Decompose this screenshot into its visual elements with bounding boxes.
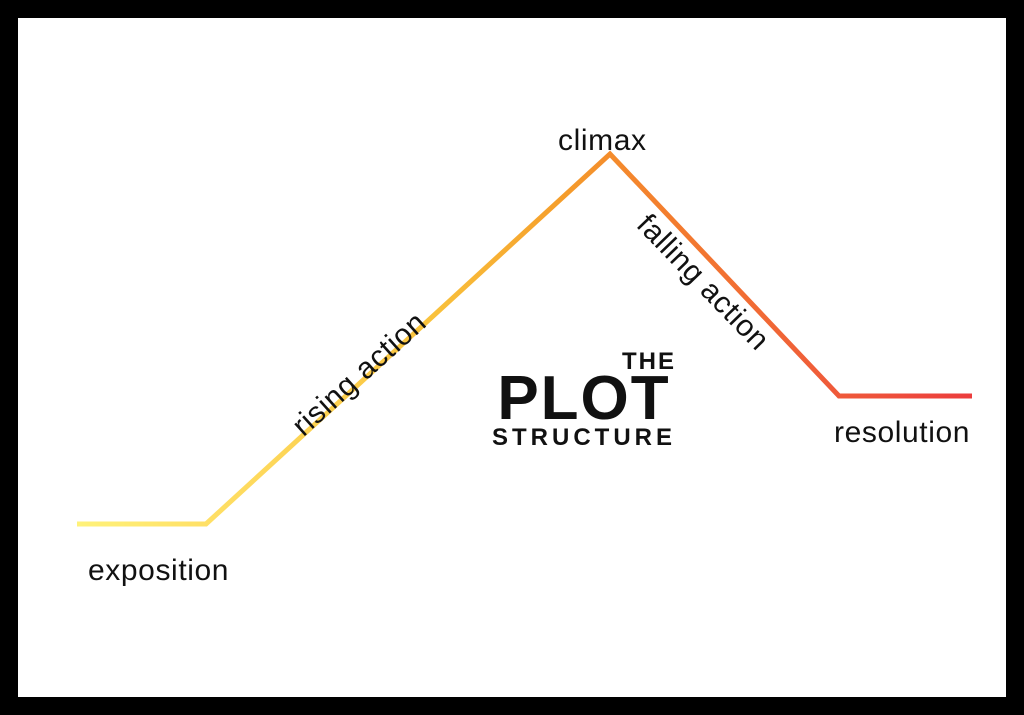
title-structure: STRUCTURE xyxy=(492,426,676,450)
plot-structure-diagram: exposition rising action climax falling … xyxy=(0,0,1024,715)
label-resolution: resolution xyxy=(834,416,970,450)
diagram-frame: exposition rising action climax falling … xyxy=(0,0,1024,715)
label-climax: climax xyxy=(558,124,647,158)
title-plot: PLOT xyxy=(492,368,676,430)
title-block: THE PLOT STRUCTURE xyxy=(492,350,676,450)
label-exposition: exposition xyxy=(88,554,229,588)
